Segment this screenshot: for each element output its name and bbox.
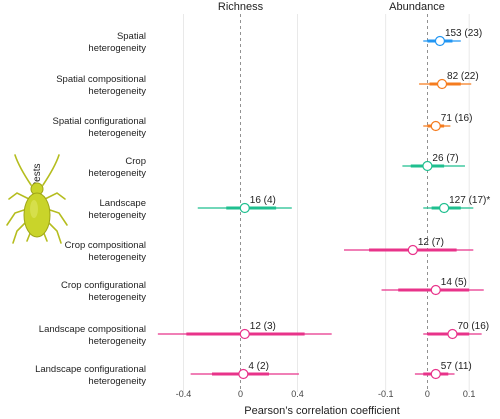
row-label: heterogeneity <box>88 128 146 139</box>
row-label: Crop compositional <box>65 240 146 251</box>
row-label: Crop configurational <box>61 280 146 291</box>
data-label: 70 (16) <box>457 321 489 332</box>
tick-label: 0.1 <box>463 389 476 399</box>
data-label: 4 (2) <box>248 361 269 372</box>
row-label: heterogeneity <box>88 252 146 263</box>
estimate-point <box>439 202 450 214</box>
data-label: 127 (17)* <box>449 195 490 206</box>
data-label: 16 (4) <box>250 195 276 206</box>
estimate-point <box>430 120 441 132</box>
estimate-point <box>430 368 441 380</box>
panel-title: Abundance <box>389 1 445 13</box>
estimate-point <box>434 35 446 47</box>
group-label: Pests <box>32 163 43 188</box>
estimate-point <box>422 160 433 172</box>
row-label: heterogeneity <box>88 376 146 387</box>
estimate-point <box>239 202 250 214</box>
row-label: heterogeneity <box>88 168 146 179</box>
estimate-point <box>238 368 249 380</box>
tick-label: 0 <box>425 389 430 399</box>
tick-label: 0 <box>238 389 243 399</box>
data-label: 14 (5) <box>441 277 467 288</box>
data-label: 71 (16) <box>441 113 473 124</box>
tick-label: -0.4 <box>176 389 192 399</box>
row-label: Landscape configurational <box>35 364 146 375</box>
tick-label: 0.4 <box>291 389 304 399</box>
row-label: Landscape <box>100 198 146 209</box>
estimate-point <box>436 78 448 90</box>
data-label: 26 (7) <box>432 153 458 164</box>
estimate-point <box>239 328 250 340</box>
tick-label: -0.1 <box>378 389 394 399</box>
panel-title: Richness <box>218 1 264 13</box>
data-label: 153 (23) <box>445 28 482 39</box>
row-label: Crop <box>125 156 146 167</box>
data-label: 12 (3) <box>250 321 276 332</box>
row-label: heterogeneity <box>88 43 146 54</box>
row-label: Spatial configurational <box>53 116 146 127</box>
data-label: 82 (22) <box>447 71 479 82</box>
data-label: 57 (11) <box>441 361 472 372</box>
row-label: Landscape compositional <box>39 324 146 335</box>
x-axis-label: Pearson’s correlation coefficient <box>244 405 400 417</box>
data-label: 12 (7) <box>418 237 444 248</box>
row-label: heterogeneity <box>88 336 146 347</box>
row-label: Spatial <box>117 31 146 42</box>
row-label: heterogeneity <box>88 210 146 221</box>
estimate-point <box>447 328 458 340</box>
row-label: heterogeneity <box>88 86 146 97</box>
row-label: heterogeneity <box>88 292 146 303</box>
row-label: Spatial compositional <box>56 74 146 85</box>
aphid-icon <box>6 154 68 244</box>
estimate-point <box>407 244 418 256</box>
estimate-point <box>430 284 441 296</box>
